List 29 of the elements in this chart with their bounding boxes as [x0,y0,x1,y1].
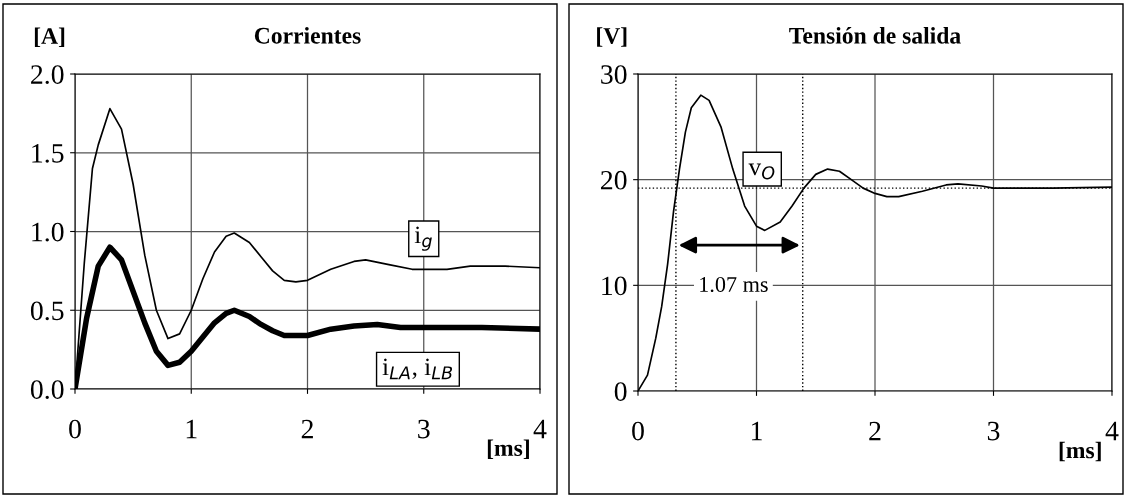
chart-title: Corrientes [254,27,361,44]
y-tick-label: 1.0 [32,222,64,242]
x-tick-label: 0 [69,419,81,439]
y-tick-label: 30 [601,65,627,84]
x-tick-label: 3 [987,421,1000,441]
x-tick-label: 2 [869,421,881,441]
y-tick-label: 0.5 [30,301,64,321]
y-tick-label: 2.0 [31,65,64,85]
y-axis-title: [A] [34,27,65,47]
x-tick-label: 1 [752,421,762,441]
annotation: v$_{O}$ [748,163,775,180]
x-tick-label: 4 [533,419,547,439]
x-axis-title: [ms] [487,439,529,459]
x-tick-label: 4 [1105,421,1119,441]
x-tick-label: 0 [632,421,644,441]
y-tick-label: 0.0 [30,380,64,400]
x-tick-label: 1 [186,419,197,439]
y-tick-label: 10 [602,276,627,296]
x-tick-label: 2 [301,419,313,439]
y-axis-title: [V] [597,27,627,47]
annotation: i$_{LA}$, i$_{LB}$ [382,358,453,380]
y-tick-label: 20 [601,170,627,190]
y-tick-label: 0 [614,382,627,401]
annotation: 1.07 ms [700,276,768,293]
y-tick-label: 1.5 [32,144,64,163]
x-tick-label: 3 [418,419,430,439]
x-axis-title: [ms] [1059,441,1101,462]
chart-title: Tensión de salida [789,27,961,44]
annotation: i$_{g}$ [414,226,432,251]
